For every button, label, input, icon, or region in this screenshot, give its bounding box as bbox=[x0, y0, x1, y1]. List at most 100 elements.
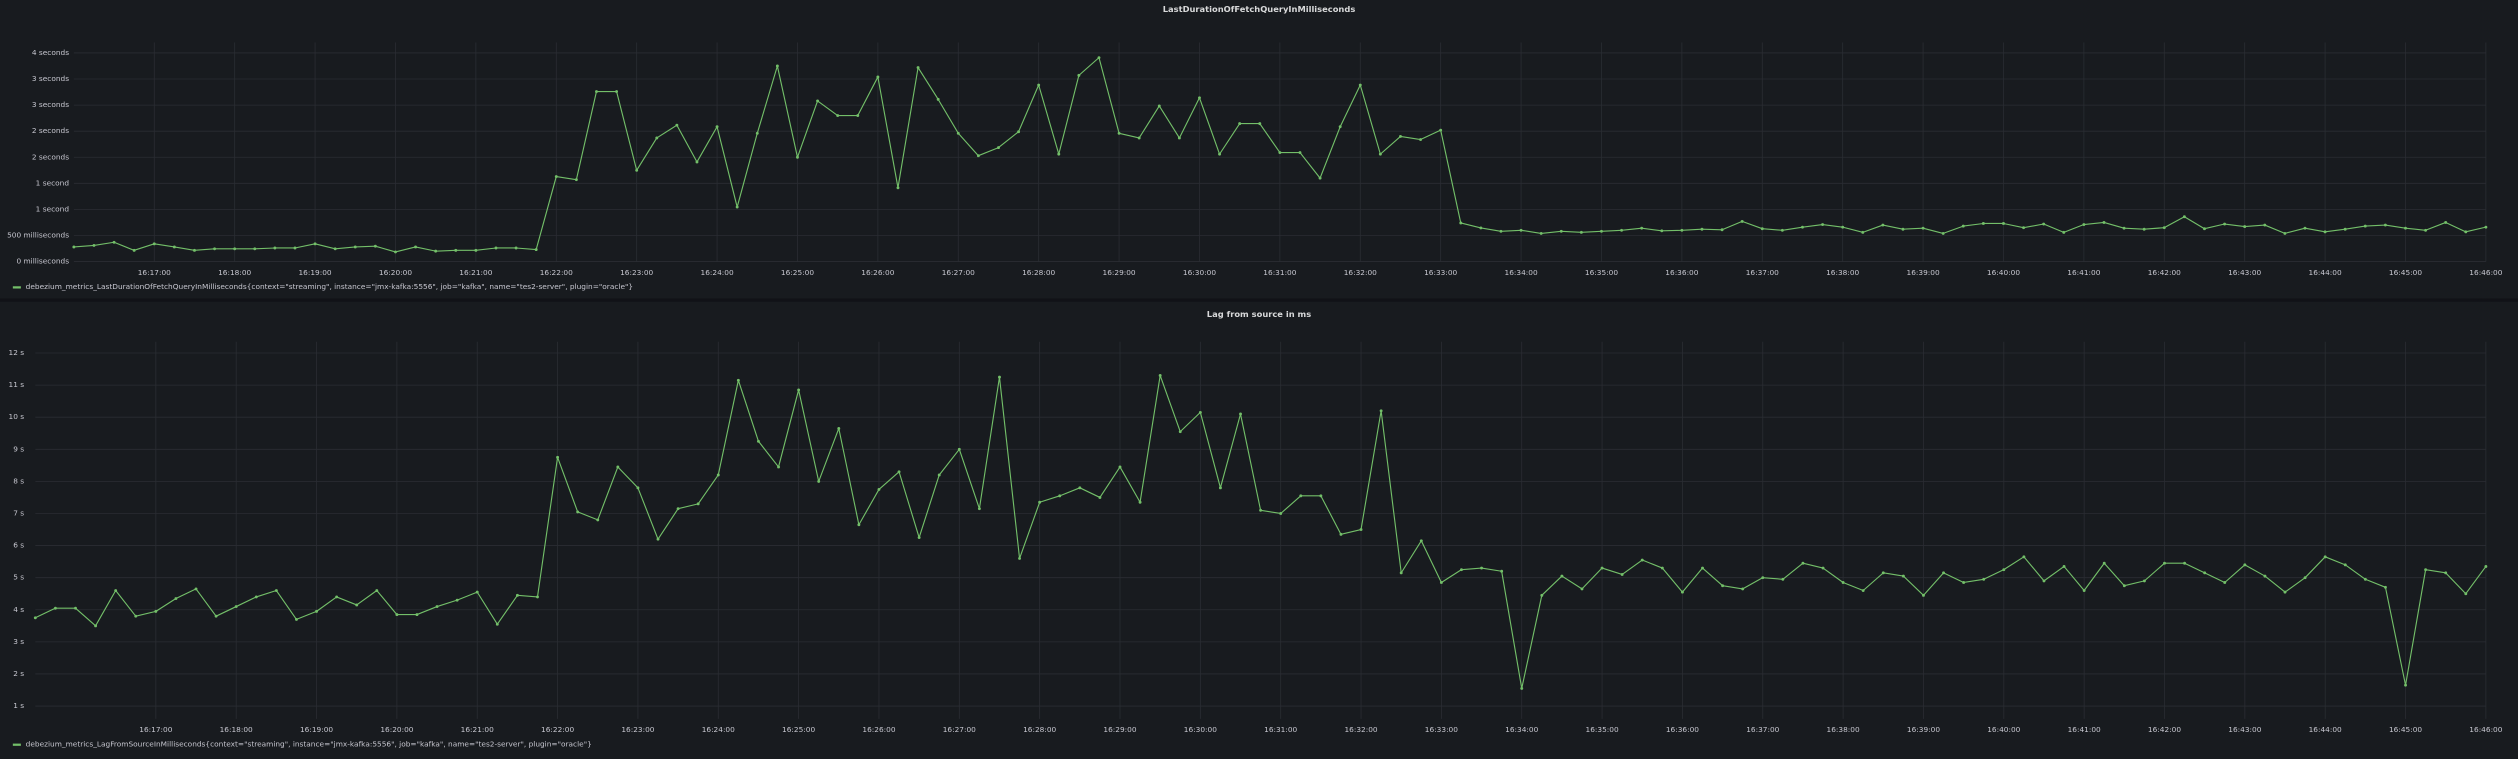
x-tick-label: 16:39:00 bbox=[1907, 268, 1940, 277]
x-tick-label: 16:22:00 bbox=[541, 725, 574, 734]
data-point bbox=[2444, 571, 2448, 575]
x-tick-label: 16:43:00 bbox=[2228, 725, 2261, 734]
data-point bbox=[72, 245, 76, 249]
data-point bbox=[2303, 576, 2307, 580]
x-tick-label: 16:20:00 bbox=[379, 268, 412, 277]
x-tick-label: 16:40:00 bbox=[1987, 268, 2020, 277]
data-point bbox=[394, 250, 397, 254]
data-point bbox=[2182, 215, 2186, 219]
x-tick-label: 16:31:00 bbox=[1264, 725, 1297, 734]
y-tick-label: 1 second bbox=[36, 178, 70, 187]
y-tick-label: 5 s bbox=[13, 573, 24, 582]
data-point bbox=[94, 624, 98, 628]
data-point bbox=[916, 66, 920, 69]
data-point bbox=[2243, 225, 2247, 229]
data-point bbox=[213, 247, 217, 251]
x-tick-label: 16:27:00 bbox=[942, 268, 975, 277]
data-point bbox=[1519, 228, 1523, 232]
x-tick-label: 16:18:00 bbox=[218, 268, 251, 277]
data-point bbox=[1379, 409, 1383, 413]
data-point bbox=[556, 455, 560, 459]
x-tick-label: 16:40:00 bbox=[1987, 725, 2020, 734]
x-tick-label: 16:29:00 bbox=[1103, 268, 1136, 277]
data-point bbox=[514, 246, 518, 250]
x-tick-label: 16:36:00 bbox=[1665, 268, 1698, 277]
data-point bbox=[2002, 222, 2005, 225]
y-tick-label: 1 s bbox=[13, 701, 24, 710]
data-point bbox=[1117, 131, 1121, 135]
data-point bbox=[2303, 226, 2307, 230]
data-point bbox=[2404, 226, 2407, 230]
data-point bbox=[997, 146, 1000, 150]
x-tick-label: 16:31:00 bbox=[1263, 268, 1296, 277]
x-tick-label: 16:17:00 bbox=[139, 725, 172, 734]
data-point bbox=[1761, 576, 1765, 580]
data-point bbox=[333, 247, 337, 251]
data-point bbox=[174, 597, 178, 600]
data-point bbox=[2283, 590, 2287, 594]
data-point bbox=[1157, 104, 1161, 108]
data-point bbox=[956, 131, 960, 135]
data-point bbox=[756, 439, 760, 443]
data-point bbox=[536, 595, 539, 599]
y-tick-label: 3 s bbox=[13, 637, 24, 646]
data-point bbox=[876, 75, 880, 79]
data-point bbox=[2163, 561, 2166, 565]
data-point bbox=[1901, 574, 1905, 578]
y-tick-label: 1 second bbox=[36, 204, 70, 213]
data-point bbox=[977, 507, 981, 511]
data-point bbox=[2042, 579, 2046, 583]
x-tick-label: 16:44:00 bbox=[2309, 268, 2342, 277]
data-point bbox=[615, 90, 619, 93]
data-point bbox=[777, 465, 780, 469]
data-point bbox=[1018, 556, 1022, 560]
data-point bbox=[857, 523, 861, 527]
data-point bbox=[1158, 374, 1162, 377]
data-point bbox=[2404, 683, 2407, 687]
data-point bbox=[675, 123, 679, 127]
x-tick-label: 16:24:00 bbox=[702, 725, 735, 734]
data-point bbox=[1058, 494, 1062, 498]
data-point bbox=[2082, 223, 2086, 226]
data-point bbox=[152, 242, 156, 246]
data-point bbox=[1861, 589, 1865, 592]
data-point bbox=[1198, 410, 1202, 414]
x-tick-label: 16:45:00 bbox=[2389, 725, 2422, 734]
data-point bbox=[1038, 500, 1042, 504]
data-point bbox=[474, 248, 478, 252]
data-point bbox=[1500, 569, 1504, 573]
data-point bbox=[375, 589, 379, 592]
data-point bbox=[2263, 223, 2267, 227]
data-point bbox=[1620, 228, 1624, 232]
data-point bbox=[1017, 130, 1021, 134]
data-point bbox=[2022, 555, 2026, 559]
data-point bbox=[2162, 226, 2166, 230]
data-point bbox=[2263, 574, 2267, 578]
x-tick-label: 16:38:00 bbox=[1827, 725, 1860, 734]
data-point bbox=[1700, 227, 1704, 231]
data-point bbox=[1520, 686, 1524, 690]
data-point bbox=[1359, 528, 1363, 531]
data-point bbox=[1097, 56, 1101, 60]
x-tick-label: 16:32:00 bbox=[1344, 268, 1377, 277]
data-point bbox=[2183, 561, 2187, 565]
data-point bbox=[775, 64, 779, 68]
x-tick-label: 16:25:00 bbox=[782, 725, 815, 734]
x-tick-label: 16:35:00 bbox=[1586, 725, 1619, 734]
data-point bbox=[1620, 573, 1624, 576]
data-point bbox=[574, 178, 578, 182]
data-point bbox=[293, 246, 297, 250]
legend-swatch bbox=[12, 286, 21, 289]
data-point bbox=[2062, 564, 2066, 568]
data-point bbox=[1660, 229, 1664, 233]
data-point bbox=[936, 97, 940, 101]
data-point bbox=[2223, 581, 2227, 584]
data-point bbox=[1459, 221, 1463, 225]
data-point bbox=[92, 243, 96, 247]
x-tick-label: 16:42:00 bbox=[2148, 268, 2181, 277]
data-point bbox=[715, 125, 719, 129]
data-point bbox=[1781, 577, 1785, 581]
data-point bbox=[455, 598, 459, 602]
x-tick-label: 16:26:00 bbox=[861, 268, 894, 277]
